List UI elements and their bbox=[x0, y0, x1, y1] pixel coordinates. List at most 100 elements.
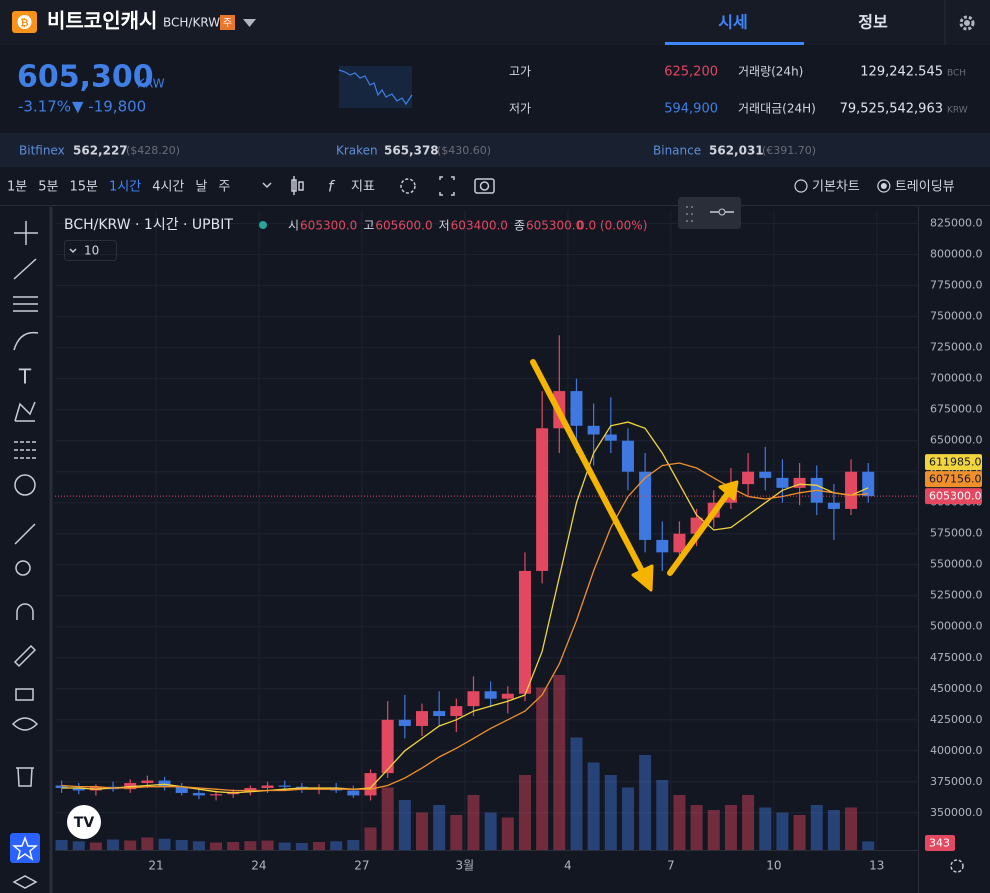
line-tool[interactable] bbox=[13, 258, 37, 280]
volume-bar bbox=[72, 841, 85, 850]
interval-button[interactable]: 주 bbox=[218, 180, 230, 195]
fib-tool[interactable] bbox=[13, 296, 38, 312]
magnet-tool[interactable] bbox=[16, 603, 34, 620]
prediction-tool[interactable] bbox=[14, 441, 37, 459]
icon bbox=[298, 181, 304, 191]
x-tick-label: 24 bbox=[251, 859, 266, 873]
lock-draw-tool[interactable] bbox=[13, 644, 37, 668]
exchange-name: Bitfinex bbox=[19, 144, 65, 158]
interval-button[interactable]: 1분 bbox=[7, 180, 27, 195]
coin-logo-inner bbox=[17, 15, 32, 29]
volume-bar bbox=[827, 810, 840, 850]
candle-body bbox=[536, 428, 549, 571]
tv-logo-bg bbox=[67, 805, 101, 839]
view-option[interactable]: 트레이딩뷰 bbox=[895, 180, 955, 195]
ticker-bar bbox=[0, 45, 990, 133]
interval-button[interactable]: 5분 bbox=[38, 180, 58, 195]
exchange-price: 562,031 bbox=[709, 144, 764, 158]
coin-logo-symbol: ₿ bbox=[20, 17, 28, 29]
floating-toolbar[interactable] bbox=[678, 197, 741, 229]
sparkline bbox=[338, 69, 413, 106]
candle-body bbox=[827, 502, 840, 509]
view-option[interactable]: 기본차트 bbox=[812, 180, 860, 195]
exchange-converted: (€391.70) bbox=[762, 144, 816, 157]
layers-tool[interactable] bbox=[12, 875, 38, 889]
volume-bar bbox=[707, 810, 720, 850]
brush-tool[interactable] bbox=[13, 331, 39, 351]
settings-button[interactable] bbox=[959, 15, 975, 31]
volume-bar bbox=[330, 841, 343, 850]
candle-body bbox=[518, 570, 531, 694]
ohlc-value: 605600.0 bbox=[375, 219, 432, 233]
radio[interactable] bbox=[877, 179, 891, 193]
ohlc-value: 605300.0 bbox=[526, 219, 583, 233]
volume-bar bbox=[192, 841, 205, 850]
volume-bar bbox=[124, 840, 137, 850]
zoom-tool[interactable] bbox=[15, 560, 31, 576]
y-tick-label: 725000.0 bbox=[930, 341, 983, 354]
arrow-up-head bbox=[718, 480, 739, 501]
y-tick-label: 575000.0 bbox=[930, 527, 983, 540]
currency: KRW bbox=[137, 77, 165, 91]
ohlc-label: 종 bbox=[514, 219, 525, 233]
ruler-tool[interactable] bbox=[14, 523, 36, 545]
exchange-price: 565,378 bbox=[384, 144, 439, 158]
volume-bar bbox=[141, 837, 154, 850]
indicator-button[interactable]: 지표 bbox=[351, 180, 375, 195]
axis-settings[interactable] bbox=[950, 859, 964, 873]
interval-button[interactable]: 15분 bbox=[69, 180, 98, 195]
ma-selector[interactable] bbox=[64, 240, 117, 261]
candle-body bbox=[845, 471, 858, 509]
crosshair-tool[interactable] bbox=[14, 221, 38, 245]
volume-bar bbox=[484, 812, 497, 850]
pair-dropdown[interactable] bbox=[243, 19, 256, 27]
candle-body bbox=[433, 711, 446, 717]
y-tick-label: 425000.0 bbox=[930, 713, 983, 726]
candle-body bbox=[244, 787, 257, 792]
volume-bar bbox=[295, 843, 308, 850]
candle-type-button[interactable] bbox=[291, 176, 304, 195]
tab[interactable]: 정보 bbox=[858, 13, 888, 32]
lock-tool[interactable] bbox=[15, 688, 34, 701]
ohlc-value: 605300.0 bbox=[300, 219, 357, 233]
tv-logo-text: TV bbox=[74, 815, 95, 831]
radio[interactable] bbox=[794, 179, 808, 193]
tab-active[interactable]: 시세 bbox=[718, 13, 747, 32]
volume-bar bbox=[553, 675, 566, 850]
y-tick-label: 375000.0 bbox=[930, 775, 983, 788]
x-tick-label: 21 bbox=[148, 859, 163, 873]
ma-selector-value: 10 bbox=[84, 244, 99, 258]
volume-bar bbox=[107, 839, 120, 850]
badge-box bbox=[220, 15, 235, 30]
price-tag-label: 605300.0 bbox=[929, 490, 982, 503]
candle-body bbox=[415, 711, 429, 726]
text-tool[interactable]: T bbox=[18, 365, 32, 389]
arrow-up-shaft bbox=[667, 490, 731, 576]
volume-bar bbox=[227, 842, 240, 850]
volume-bar bbox=[467, 795, 480, 850]
stat-value: 594,900 bbox=[664, 102, 718, 117]
pattern-tool[interactable] bbox=[14, 401, 36, 422]
visibility-tool[interactable] bbox=[11, 717, 39, 731]
candle-body bbox=[484, 691, 497, 699]
volume-bar bbox=[845, 807, 858, 850]
candle-body bbox=[192, 792, 205, 796]
ma-selector-caret bbox=[69, 248, 77, 254]
snapshot-icon[interactable] bbox=[474, 178, 495, 194]
interval-button[interactable]: 날 bbox=[195, 180, 207, 195]
candle-body bbox=[141, 780, 154, 784]
y-tick-label: 825000.0 bbox=[930, 217, 983, 230]
favorites-box[interactable] bbox=[10, 833, 40, 863]
delete-tool[interactable] bbox=[16, 767, 34, 787]
gear-center bbox=[964, 20, 970, 26]
interval-dropdown[interactable] bbox=[262, 182, 272, 189]
emoji-tool[interactable] bbox=[14, 474, 36, 496]
x-tick-label: 3월 bbox=[456, 859, 475, 873]
interval-button[interactable]: 4시간 bbox=[152, 180, 184, 195]
volume-bar bbox=[381, 787, 394, 850]
interval-button[interactable]: 1시간 bbox=[109, 180, 141, 195]
fullscreen-icon[interactable] bbox=[439, 176, 455, 196]
volume-bar bbox=[278, 842, 291, 850]
pair[interactable]: BCH/KRW bbox=[163, 16, 220, 30]
settings-icon[interactable] bbox=[400, 178, 416, 194]
